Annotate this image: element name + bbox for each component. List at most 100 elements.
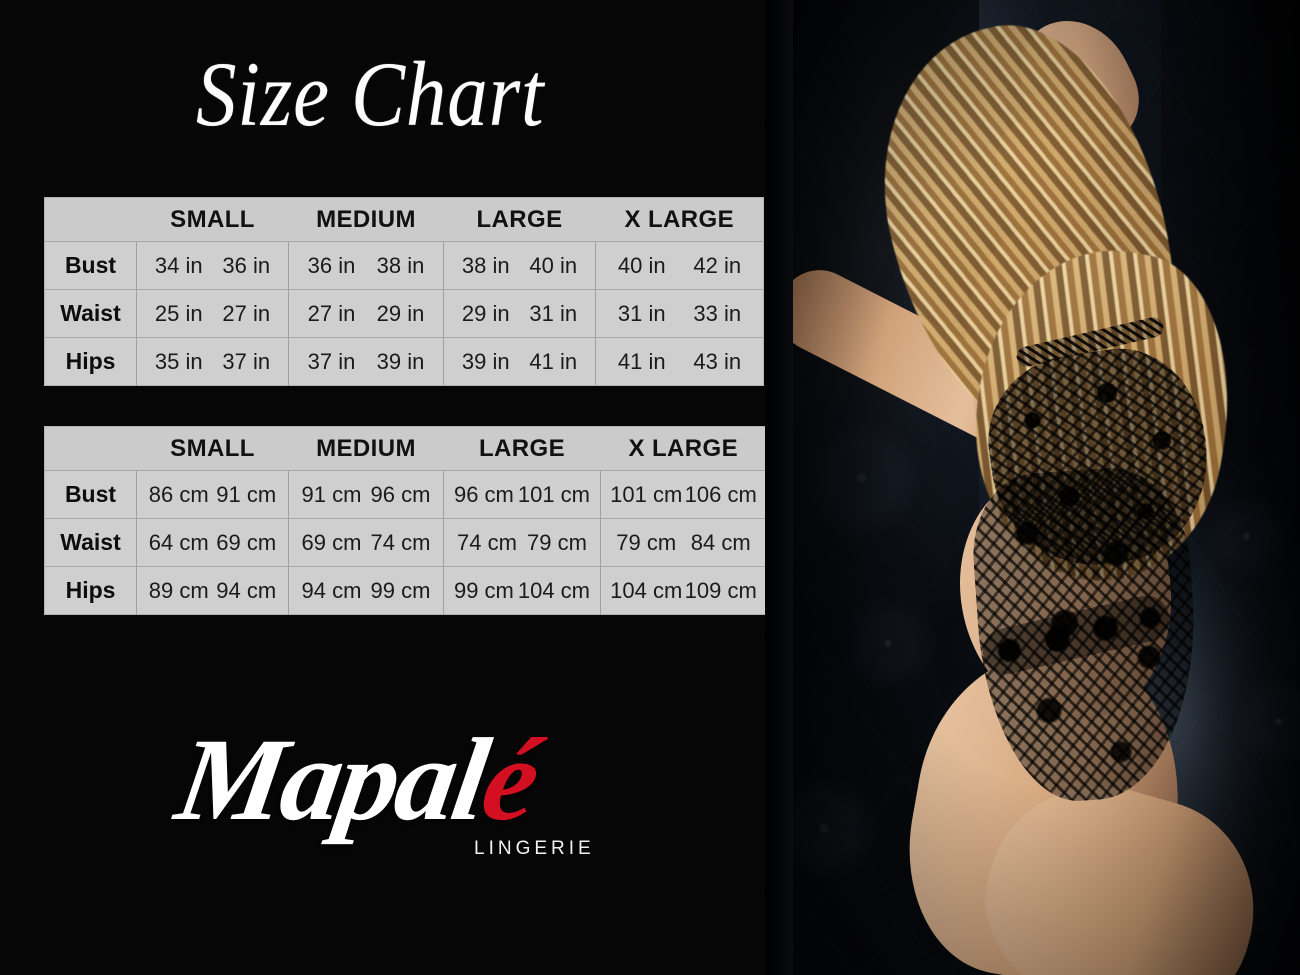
measurement-min: 69 cm: [301, 529, 362, 555]
measurement-min: 101 cm: [610, 481, 683, 507]
measurement-max: 31 in: [529, 300, 578, 326]
measurement-max: 42 in: [693, 252, 742, 278]
measurement-cell: 34 in 36 in: [136, 241, 289, 290]
measurement-cell: 74 cm 79 cm: [443, 518, 601, 567]
measurement-min: 94 cm: [301, 577, 362, 603]
measurement-cell: 36 in 38 in: [288, 241, 444, 290]
measurement-min: 40 in: [617, 252, 666, 278]
measurement-max: 91 cm: [216, 481, 277, 507]
measurement-min: 74 cm: [457, 529, 517, 555]
column-header-medium: MEDIUM: [288, 197, 444, 242]
measurement-max: 84 cm: [690, 529, 751, 555]
measurement-cell: 31 in 33 in: [595, 289, 764, 338]
table-row: Waist 64 cm 69 cm 69 cm 74 cm 74 cm 79 cm 79 cm…: [44, 518, 767, 567]
measurement-min: 25 in: [154, 300, 203, 326]
measurement-min: 79 cm: [616, 529, 677, 555]
table-corner-cell: [44, 197, 137, 242]
measurement-cell: 35 in 37 in: [136, 337, 289, 386]
measurement-cell: 40 in 42 in: [595, 241, 764, 290]
measurement-max: 109 cm: [684, 577, 757, 603]
measurement-cell: 89 cm 94 cm: [136, 566, 289, 615]
size-table-inches-wrapper: SMALL MEDIUM LARGE X LARGE Bust 34 in 36 in 36 …: [44, 197, 764, 386]
measurement-cell: 25 in 27 in: [136, 289, 289, 338]
measurement-min: 39 in: [461, 348, 510, 374]
measurement-min: 38 in: [461, 252, 510, 278]
table-row: Hips 35 in 37 in 37 in 39 in 39 in 41 in 41 in 4…: [44, 337, 764, 386]
measurement-min: 104 cm: [610, 577, 683, 603]
brand-logo: Mapalé LINGERIE: [168, 712, 590, 887]
measurement-min: 34 in: [154, 252, 203, 278]
measurement-max: 101 cm: [517, 481, 590, 507]
table-row: Bust 86 cm 91 cm 91 cm 96 cm 96 cm 101 cm 101 c…: [44, 470, 767, 519]
row-label-hips: Hips: [44, 337, 137, 386]
table-corner-cell: [44, 426, 137, 471]
table-header-row: SMALL MEDIUM LARGE X LARGE: [44, 426, 767, 471]
measurement-cell: 29 in 31 in: [443, 289, 596, 338]
measurement-min: 89 cm: [148, 577, 209, 603]
measurement-max: 74 cm: [370, 529, 431, 555]
photo-left-edge-band: [765, 0, 793, 975]
measurement-max: 104 cm: [517, 577, 590, 603]
measurement-max: 39 in: [376, 348, 425, 374]
row-label-waist: Waist: [44, 518, 137, 567]
row-label-bust: Bust: [44, 241, 137, 290]
measurement-min: 37 in: [307, 348, 356, 374]
measurement-min: 29 in: [461, 300, 510, 326]
measurement-max: 38 in: [376, 252, 425, 278]
measurement-cell: 41 in 43 in: [595, 337, 764, 386]
measurement-cell: 64 cm 69 cm: [136, 518, 289, 567]
measurement-cell: 101 cm 106 cm: [600, 470, 767, 519]
measurement-cell: 99 cm 104 cm: [443, 566, 601, 615]
size-table-inches: SMALL MEDIUM LARGE X LARGE Bust 34 in 36 in 36 …: [44, 197, 764, 386]
column-header-large: LARGE: [443, 426, 601, 471]
measurement-min: 64 cm: [148, 529, 209, 555]
column-header-small: SMALL: [136, 426, 289, 471]
brand-wordmark: Mapalé: [168, 712, 546, 848]
measurement-max: 43 in: [693, 348, 742, 374]
page-title: Size Chart: [196, 43, 545, 145]
row-label-waist: Waist: [44, 289, 137, 338]
column-header-x-large: X LARGE: [595, 197, 764, 242]
measurement-max: 94 cm: [216, 577, 277, 603]
measurement-max: 79 cm: [527, 529, 587, 555]
measurement-min: 27 in: [307, 300, 356, 326]
measurement-max: 40 in: [529, 252, 578, 278]
measurement-max: 33 in: [693, 300, 742, 326]
measurement-min: 41 in: [617, 348, 666, 374]
measurement-min: 31 in: [617, 300, 666, 326]
measurement-min: 86 cm: [148, 481, 209, 507]
measurement-max: 106 cm: [684, 481, 757, 507]
measurement-cell: 27 in 29 in: [288, 289, 444, 338]
size-table-centimeters-wrapper: SMALL MEDIUM LARGE X LARGE Bust 86 cm 91 cm 91 …: [44, 426, 767, 615]
measurement-max: 36 in: [222, 252, 271, 278]
measurement-min: 91 cm: [301, 481, 362, 507]
measurement-cell: 69 cm 74 cm: [288, 518, 444, 567]
measurement-max: 29 in: [376, 300, 425, 326]
measurement-max: 41 in: [529, 348, 578, 374]
brand-tagline: LINGERIE: [474, 838, 595, 859]
brand-name-main: Mapal: [168, 714, 495, 845]
measurement-cell: 96 cm 101 cm: [443, 470, 601, 519]
size-table-centimeters: SMALL MEDIUM LARGE X LARGE Bust 86 cm 91 cm 91 …: [44, 426, 767, 615]
row-label-bust: Bust: [44, 470, 137, 519]
measurement-max: 27 in: [222, 300, 271, 326]
table-header-row: SMALL MEDIUM LARGE X LARGE: [44, 197, 764, 242]
measurement-min: 99 cm: [453, 577, 514, 603]
measurement-cell: 104 cm 109 cm: [600, 566, 767, 615]
measurement-cell: 79 cm 84 cm: [600, 518, 767, 567]
measurement-max: 99 cm: [370, 577, 431, 603]
measurement-cell: 91 cm 96 cm: [288, 470, 444, 519]
measurement-cell: 38 in 40 in: [443, 241, 596, 290]
table-row: Waist 25 in 27 in 27 in 29 in 29 in 31 in 31 in…: [44, 289, 764, 338]
row-label-hips: Hips: [44, 566, 137, 615]
measurement-max: 69 cm: [216, 529, 277, 555]
column-header-x-large: X LARGE: [600, 426, 767, 471]
measurement-cell: 94 cm 99 cm: [288, 566, 444, 615]
table-row: Hips 89 cm 94 cm 94 cm 99 cm 99 cm 104 cm 104 c…: [44, 566, 767, 615]
measurement-max: 96 cm: [370, 481, 431, 507]
table-row: Bust 34 in 36 in 36 in 38 in 38 in 40 in 40 in 4…: [44, 241, 764, 290]
column-header-medium: MEDIUM: [288, 426, 444, 471]
model-figure: [765, 0, 1300, 975]
measurement-min: 96 cm: [453, 481, 514, 507]
